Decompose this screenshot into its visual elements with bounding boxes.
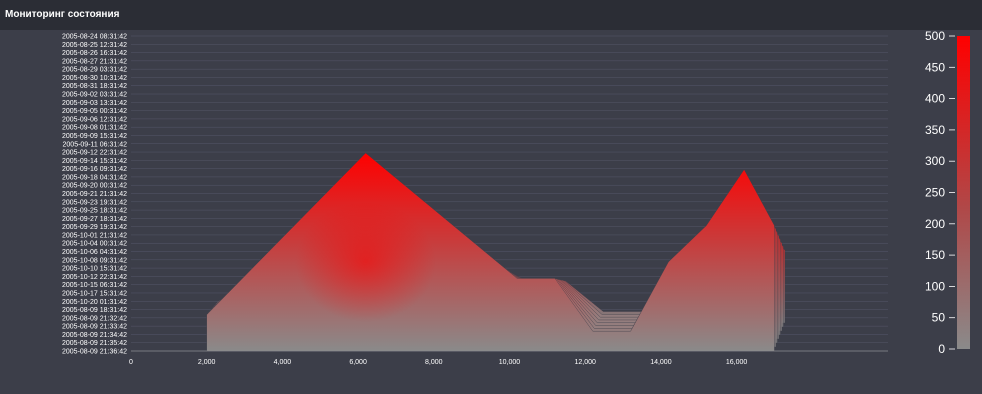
y-tick-label: 2005-10-01 21:31:42 [62, 232, 127, 239]
y-tick-label: 2005-09-05 00:31:42 [62, 108, 127, 115]
y-tick-label: 2005-10-06 04:31:42 [62, 249, 127, 256]
y-tick-label: 2005-09-29 19:31:42 [62, 224, 127, 231]
colorbar-tick-label: 0 [938, 342, 945, 356]
y-tick-label: 2005-08-09 21:35:42 [62, 340, 127, 347]
x-tick-label: 8,000 [425, 359, 443, 366]
y-tick-label: 2005-09-08 01:31:42 [62, 125, 127, 132]
y-tick-label: 2005-09-23 19:31:42 [62, 199, 127, 206]
y-tick-label: 2005-08-27 21:31:42 [62, 58, 127, 65]
y-tick-label: 2005-08-09 21:34:42 [62, 332, 127, 339]
y-tick-label: 2005-09-12 22:31:42 [62, 150, 127, 157]
y-tick-label: 2005-08-09 21:36:42 [62, 349, 127, 356]
y-tick-label: 2005-09-18 04:31:42 [62, 174, 127, 181]
colorbar-tick-label: 200 [925, 217, 945, 231]
x-axis: 0 2,000 4,000 6,000 8,000 10,000 12,000 14,000 1… [129, 350, 888, 366]
colorbar-tick-label: 300 [925, 154, 945, 168]
y-tick-label: 2005-09-21 21:31:42 [62, 191, 127, 198]
y-tick-label: 2005-10-15 06:31:42 [62, 282, 127, 289]
y-tick-label: 2005-09-14 15:31:42 [62, 158, 127, 165]
y-tick-label: 2005-08-30 10:31:42 [62, 75, 127, 82]
y-tick-label: 2005-08-29 03:31:42 [62, 67, 127, 74]
colorbar-tick-label: 350 [925, 123, 945, 137]
y-tick-label: 2005-09-06 12:31:42 [62, 116, 127, 123]
colorbar-tick-label: 100 [925, 279, 945, 293]
y-tick-label: 2005-10-12 22:31:42 [62, 274, 127, 281]
y-tick-label: 2005-08-25 12:31:42 [62, 42, 127, 49]
header-bar [0, 0, 982, 30]
colorbar-tick-label: 50 [932, 311, 946, 325]
y-tick-label: 2005-09-11 06:31:42 [63, 141, 128, 148]
y-tick-label: 2005-09-16 09:31:42 [62, 166, 127, 173]
y-tick-label: 2005-08-09 18:31:42 [62, 307, 127, 314]
y-tick-label: 2005-10-10 15:31:42 [62, 266, 127, 273]
y-tick-label: 2005-09-27 18:31:42 [62, 216, 127, 223]
y-tick-label: 2005-10-17 15:31:42 [62, 290, 127, 297]
y-tick-label: 2005-08-09 21:33:42 [62, 324, 127, 331]
y-tick-label: 2005-08-31 18:31:42 [62, 83, 127, 90]
colorbar-tick-label: 250 [925, 186, 945, 200]
y-tick-label: 2005-10-04 00:31:42 [62, 241, 127, 248]
y-tick-label: 2005-09-09 15:31:42 [62, 133, 127, 140]
y-tick-label: 2005-09-02 03:31:42 [62, 92, 127, 99]
chart-title: Мониторинг состояния [5, 9, 120, 20]
x-tick-label: 2,000 [198, 359, 216, 366]
y-tick-label: 2005-10-20 01:31:42 [62, 299, 127, 306]
colorbar: 0 50 100 150 200 250 300 350 400 450 500 [925, 29, 970, 356]
x-tick-label: 16,000 [726, 359, 748, 366]
x-tick-label: 10,000 [499, 359, 521, 366]
surface-layer-0 [206, 152, 775, 352]
colorbar-scale [957, 36, 970, 349]
colorbar-tick-label: 150 [925, 248, 945, 262]
colorbar-tick-label: 400 [925, 92, 945, 106]
y-tick-label: 2005-10-08 09:31:42 [62, 257, 127, 264]
y-tick-label: 2005-08-26 16:31:42 [62, 50, 127, 57]
y-tick-label: 2005-08-09 21:32:42 [62, 315, 127, 322]
x-tick-label: 12,000 [574, 359, 596, 366]
y-tick-label: 2005-09-20 00:31:42 [62, 183, 127, 190]
x-tick-label: 4,000 [274, 359, 292, 366]
x-tick-label: 0 [129, 359, 133, 366]
peak-glow [295, 201, 436, 322]
y-tick-label: 2005-09-03 13:31:42 [62, 100, 127, 107]
x-tick-label: 6,000 [349, 359, 367, 366]
colorbar-tick-label: 450 [925, 60, 945, 74]
x-tick-label: 14,000 [650, 359, 672, 366]
colorbar-tick-label: 500 [925, 29, 945, 43]
y-tick-label: 2005-09-25 18:31:42 [62, 208, 127, 215]
chart-surface [206, 152, 786, 352]
y-tick-label: 2005-08-24 08:31:42 [62, 34, 127, 41]
